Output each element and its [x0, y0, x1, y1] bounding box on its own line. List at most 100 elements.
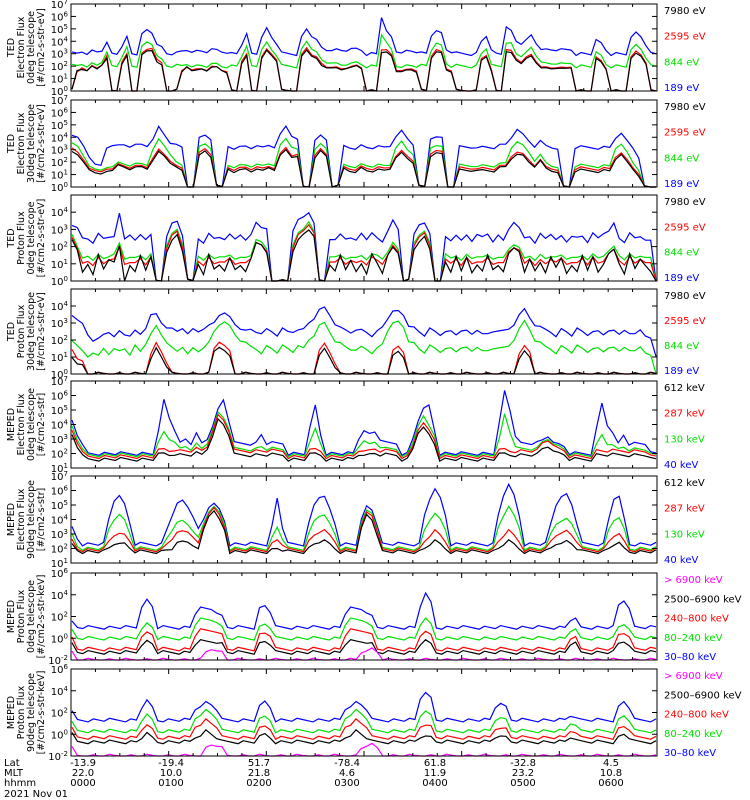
- y-tick-label: 103: [51, 317, 68, 330]
- y-tick-label: 10-2: [48, 750, 68, 763]
- footer-value: 10.0: [160, 768, 182, 779]
- y-tick-label: 102: [51, 448, 68, 461]
- series-line: [71, 49, 657, 92]
- y-tick-label: 106: [51, 106, 69, 119]
- footer-value: 0300: [334, 778, 359, 789]
- flux-panel-3: 100 101 102 103 104 TEDProton Flux0deg telesc…: [6, 194, 706, 288]
- footer-row-label: MLT: [4, 768, 24, 779]
- y-tick-label: 101: [51, 73, 68, 86]
- y-tick-label: 107: [51, 375, 68, 388]
- series-line: [71, 617, 657, 641]
- legend-entry: 2595 eV: [664, 316, 706, 327]
- footer-value: -19.4: [158, 758, 184, 769]
- legend-entry: 80–240 keV: [664, 633, 723, 644]
- series-group: [71, 691, 657, 757]
- footer-value: 23.2: [512, 768, 534, 779]
- y-axis-label: MEPEDElectron Flux0deg telescope[#/cm2-s…: [6, 388, 47, 461]
- series-group: [71, 306, 657, 375]
- legend-entry: 80–240 keV: [664, 729, 723, 740]
- series-line: [71, 229, 657, 282]
- y-tick-label: 104: [51, 419, 69, 432]
- legend-entry: 287 keV: [664, 504, 705, 515]
- legend-entry: 844 eV: [664, 57, 699, 68]
- footer: Lat -13.9 -19.4 51.7 -78.4 61.8 -32.8 4.5 MLT 22.…: [4, 758, 624, 800]
- series-line: [71, 413, 657, 460]
- series-group: [71, 124, 656, 188]
- y-axis-label: MEPEDElectron Flux90deg telescope[#/cm2-…: [6, 480, 47, 559]
- legend-entry: 7980 eV: [664, 6, 706, 17]
- y-axis-label: TEDProton Flux30deg telescope[#/cm2-s-st…: [6, 292, 47, 371]
- footer-value: 0000: [70, 778, 95, 789]
- series-line: [71, 390, 657, 457]
- legend-entry: 30–80 keV: [664, 652, 716, 663]
- footer-value: 0400: [422, 778, 447, 789]
- legend-entry: 40 keV: [664, 460, 698, 471]
- legend-entry: 7980 eV: [664, 291, 706, 302]
- footer-value: 4.5: [603, 758, 619, 769]
- footer-value: 22.0: [72, 768, 94, 779]
- legend-entry: 189 eV: [664, 179, 699, 190]
- legend-entry: 844 eV: [664, 248, 699, 259]
- series-line: [71, 46, 657, 92]
- y-tick-label: 106: [51, 10, 69, 23]
- series-line: [71, 742, 657, 757]
- footer-value: -32.8: [510, 758, 536, 769]
- legend-entry: 30–80 keV: [664, 748, 716, 759]
- series-line: [71, 220, 657, 282]
- y-tick-label: 107: [51, 470, 68, 483]
- y-axis-label: MEPEDProton Flux0deg telescope[#/cm2-s-s…: [6, 575, 47, 659]
- y-tick-label: 107: [51, 94, 68, 107]
- legend-entry: 2500–6900 keV: [664, 594, 742, 605]
- y-tick-label: 104: [51, 35, 69, 48]
- y-tick-label: 104: [51, 514, 69, 527]
- y-tick-label: 102: [51, 611, 68, 624]
- footer-value: 0500: [510, 778, 535, 789]
- y-axis-label: TEDElectron Flux0deg telescope[#/cm2-s-s…: [6, 8, 47, 87]
- series-line: [71, 137, 656, 188]
- footer-value: 51.7: [248, 758, 270, 769]
- legend-entry: 240–800 keV: [664, 710, 729, 721]
- legend-entry: 240–800 keV: [664, 614, 729, 625]
- legend-entry: > 6900 keV: [664, 575, 723, 586]
- series-line: [71, 146, 656, 188]
- legend-entry: 7980 eV: [664, 102, 706, 113]
- footer-value: 0100: [158, 778, 183, 789]
- footer-value: 61.8: [424, 758, 446, 769]
- y-tick-label: 101: [51, 351, 68, 364]
- footer-value: 21.8: [248, 768, 270, 779]
- y-tick-label: 104: [51, 685, 69, 698]
- series-line: [71, 718, 657, 741]
- y-tick-label: 105: [51, 404, 68, 417]
- series-line: [71, 591, 657, 630]
- series-line: [71, 638, 657, 655]
- series-line: [71, 319, 657, 374]
- series-group: [71, 390, 657, 462]
- y-tick-label: 103: [51, 144, 68, 157]
- y-tick-label: 101: [51, 169, 68, 182]
- y-tick-label: 103: [51, 223, 68, 236]
- series-line: [71, 17, 657, 57]
- series-line: [71, 505, 657, 552]
- series-group: [71, 211, 657, 282]
- y-tick-label: 101: [51, 462, 68, 475]
- y-tick-label: 107: [51, 0, 68, 11]
- series-line: [71, 628, 657, 652]
- footer-value: -78.4: [334, 758, 360, 769]
- series-line: [71, 482, 657, 547]
- series-line: [71, 708, 657, 734]
- series-line: [71, 417, 657, 462]
- series-line: [71, 691, 657, 723]
- y-axis-label: TEDProton Flux0deg telescope[#/cm2-s-str…: [6, 199, 47, 278]
- footer-value: 0600: [598, 778, 623, 789]
- y-tick-label: 102: [51, 156, 68, 169]
- footer-row-label: hhmm: [4, 778, 36, 789]
- legend-entry: 189 eV: [664, 273, 699, 284]
- flux-panel-4: 100 101 102 103 104 TEDProton Flux30deg teles…: [6, 288, 706, 381]
- y-tick-label: 102: [51, 334, 68, 347]
- series-line: [71, 728, 657, 745]
- legend-entry: 2595 eV: [664, 222, 706, 233]
- y-tick-label: 103: [51, 528, 68, 541]
- y-axis-label: MEPEDProton Flux90deg telescope[#/cm2-s-…: [6, 671, 47, 755]
